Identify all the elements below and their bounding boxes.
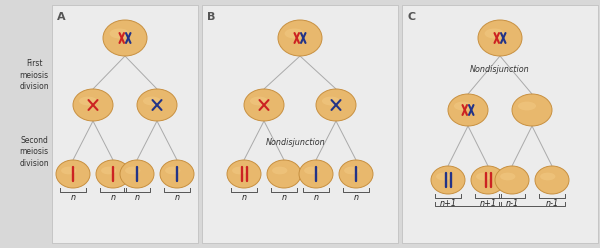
- Ellipse shape: [101, 167, 116, 174]
- Ellipse shape: [448, 94, 488, 126]
- Ellipse shape: [454, 102, 472, 110]
- Ellipse shape: [512, 94, 552, 126]
- Ellipse shape: [476, 173, 491, 180]
- Text: Nondisjunction: Nondisjunction: [470, 65, 530, 74]
- Text: n: n: [281, 193, 287, 202]
- Ellipse shape: [267, 160, 301, 188]
- Ellipse shape: [61, 167, 76, 174]
- Ellipse shape: [344, 167, 359, 174]
- Text: n: n: [241, 193, 247, 202]
- Ellipse shape: [79, 97, 97, 105]
- Ellipse shape: [540, 173, 556, 180]
- Ellipse shape: [103, 20, 147, 56]
- Ellipse shape: [485, 29, 505, 38]
- Ellipse shape: [73, 89, 113, 121]
- Text: n+1: n+1: [439, 199, 457, 208]
- Bar: [52, 5, 198, 243]
- Bar: [202, 5, 398, 243]
- Ellipse shape: [137, 89, 177, 121]
- Ellipse shape: [322, 97, 340, 105]
- Ellipse shape: [110, 29, 130, 38]
- Ellipse shape: [495, 166, 529, 194]
- Ellipse shape: [518, 102, 536, 110]
- Text: Nondisjunction: Nondisjunction: [266, 138, 326, 147]
- Text: n+1: n+1: [479, 199, 497, 208]
- Ellipse shape: [96, 160, 130, 188]
- Ellipse shape: [278, 20, 322, 56]
- Text: B: B: [207, 12, 215, 22]
- Ellipse shape: [339, 160, 373, 188]
- Ellipse shape: [535, 166, 569, 194]
- Bar: [402, 5, 598, 243]
- Ellipse shape: [165, 167, 181, 174]
- Ellipse shape: [316, 89, 356, 121]
- Ellipse shape: [250, 97, 268, 105]
- Ellipse shape: [244, 89, 284, 121]
- Text: n: n: [353, 193, 359, 202]
- Text: First
meiosis
division: First meiosis division: [19, 59, 49, 91]
- Ellipse shape: [436, 173, 451, 180]
- Ellipse shape: [125, 167, 140, 174]
- Ellipse shape: [500, 173, 515, 180]
- Ellipse shape: [471, 166, 505, 194]
- Ellipse shape: [56, 160, 90, 188]
- Ellipse shape: [232, 167, 247, 174]
- Ellipse shape: [120, 160, 154, 188]
- Text: C: C: [407, 12, 415, 22]
- Text: n: n: [70, 193, 76, 202]
- Text: n: n: [313, 193, 319, 202]
- Ellipse shape: [160, 160, 194, 188]
- Ellipse shape: [304, 167, 319, 174]
- Text: A: A: [57, 12, 65, 22]
- Ellipse shape: [227, 160, 261, 188]
- Ellipse shape: [478, 20, 522, 56]
- Ellipse shape: [284, 29, 304, 38]
- Ellipse shape: [299, 160, 333, 188]
- Text: n: n: [110, 193, 116, 202]
- Ellipse shape: [431, 166, 465, 194]
- Ellipse shape: [143, 97, 161, 105]
- Text: n: n: [175, 193, 179, 202]
- Text: Second
meiosis
division: Second meiosis division: [19, 136, 49, 168]
- Text: n: n: [134, 193, 140, 202]
- Ellipse shape: [272, 167, 287, 174]
- Text: n-1: n-1: [505, 199, 518, 208]
- Text: n-1: n-1: [545, 199, 559, 208]
